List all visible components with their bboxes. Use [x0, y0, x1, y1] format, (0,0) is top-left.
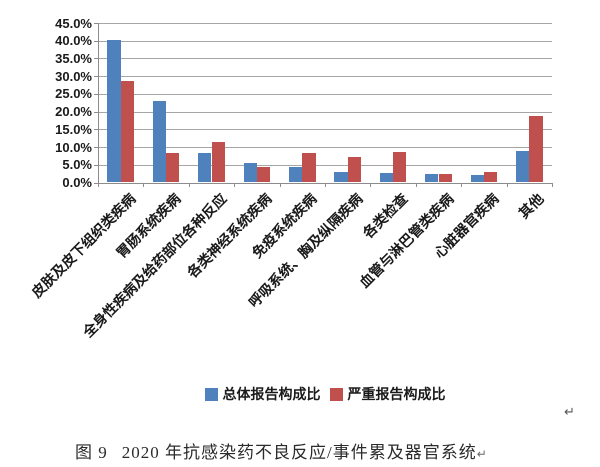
- chart-legend: 总体报告构成比 严重报告构成比: [98, 384, 552, 404]
- bar-serious: [529, 116, 543, 183]
- y-tick: [94, 182, 98, 184]
- gridline: [98, 147, 552, 149]
- gridline: [98, 58, 552, 60]
- y-tick-label: 5.0%: [62, 157, 92, 173]
- paragraph-mark-icon: ↵: [564, 404, 575, 419]
- x-tick: [370, 182, 372, 187]
- gridline: [98, 40, 552, 42]
- bar-overall: [425, 173, 439, 183]
- figure-number: 图 9: [75, 443, 108, 462]
- legend-label: 严重报告构成比: [347, 386, 446, 402]
- y-tick: [94, 129, 98, 131]
- x-tick: [234, 182, 236, 187]
- y-tick: [94, 23, 98, 24]
- y-tick-label: 25.0%: [55, 86, 92, 102]
- x-tick: [325, 182, 326, 187]
- bar-overall: [198, 153, 212, 183]
- x-category-label: 各类神经系统疾病: [184, 189, 275, 281]
- gridline: [98, 164, 552, 166]
- x-tick: [461, 182, 463, 187]
- bar-serious: [211, 142, 225, 183]
- bar-serious: [120, 80, 134, 183]
- x-category-label: 其他: [515, 189, 547, 221]
- legend-item-overall: 总体报告构成比: [204, 384, 321, 404]
- x-tick: [506, 182, 508, 187]
- figure-caption: 图 9 2020 年抗感染药不良反应/事件累及器官系统↵: [75, 438, 487, 463]
- y-tick-label: 40.0%: [55, 33, 92, 49]
- y-tick: [94, 76, 98, 78]
- bar-serious: [438, 173, 452, 183]
- x-tick: [98, 182, 99, 187]
- bar-overall: [334, 171, 348, 183]
- x-tick: [552, 182, 553, 187]
- paragraph-mark-icon: ↵: [476, 447, 487, 461]
- bar-overall: [516, 150, 530, 183]
- y-tick-label: 10.0%: [55, 139, 92, 155]
- x-tick: [143, 182, 145, 187]
- bar-serious: [393, 151, 407, 183]
- legend-swatch-icon: [204, 387, 218, 401]
- y-tick-label: 45.0%: [55, 15, 92, 31]
- legend-swatch-icon: [329, 387, 343, 401]
- bar-overall: [379, 172, 394, 183]
- bar-serious: [166, 153, 180, 183]
- bar-overall: [152, 100, 167, 183]
- y-tick: [94, 40, 98, 42]
- y-tick: [94, 93, 98, 95]
- y-tick: [94, 164, 98, 166]
- y-tick: [94, 58, 98, 60]
- bar-overall: [107, 40, 121, 183]
- bar-overall: [289, 166, 303, 183]
- gridline: [98, 93, 552, 95]
- y-tick-label: 20.0%: [55, 104, 92, 120]
- bar-chart: 0.0% 5.0% 10.0% 15.0% 20.0% 25.0% 30.0% 35.0% 40…: [28, 15, 553, 404]
- bar-serious: [483, 172, 498, 183]
- y-axis-line: [98, 23, 99, 183]
- gridline: [98, 111, 552, 113]
- x-tick: [415, 182, 417, 187]
- y-tick: [94, 111, 98, 113]
- y-tick-label: 30.0%: [55, 68, 92, 84]
- gridline: [98, 76, 552, 78]
- figure-caption-text: 2020 年抗感染药不良反应/事件累及器官系统: [121, 443, 477, 462]
- y-tick-label: 0.0%: [62, 175, 92, 190]
- bar-serious: [256, 166, 271, 183]
- x-tick: [188, 182, 190, 187]
- y-tick: [94, 147, 98, 149]
- y-tick-label: 35.0%: [55, 50, 92, 66]
- y-tick-label: 15.0%: [55, 121, 92, 137]
- gridline: [98, 129, 552, 131]
- bar-serious: [302, 153, 316, 183]
- bar-serious: [347, 156, 361, 183]
- legend-label: 总体报告构成比: [222, 386, 321, 402]
- bar-overall: [470, 175, 484, 183]
- legend-item-serious: 严重报告构成比: [329, 384, 446, 404]
- x-tick: [279, 182, 281, 187]
- gridline: [98, 23, 552, 24]
- bar-overall: [243, 162, 257, 183]
